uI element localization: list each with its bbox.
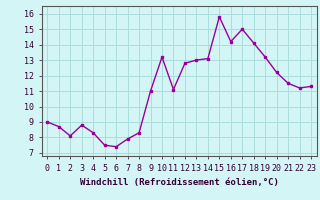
X-axis label: Windchill (Refroidissement éolien,°C): Windchill (Refroidissement éolien,°C): [80, 178, 279, 187]
